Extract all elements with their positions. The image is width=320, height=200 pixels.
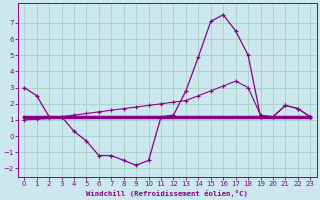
X-axis label: Windchill (Refroidissement éolien,°C): Windchill (Refroidissement éolien,°C) bbox=[86, 190, 248, 197]
